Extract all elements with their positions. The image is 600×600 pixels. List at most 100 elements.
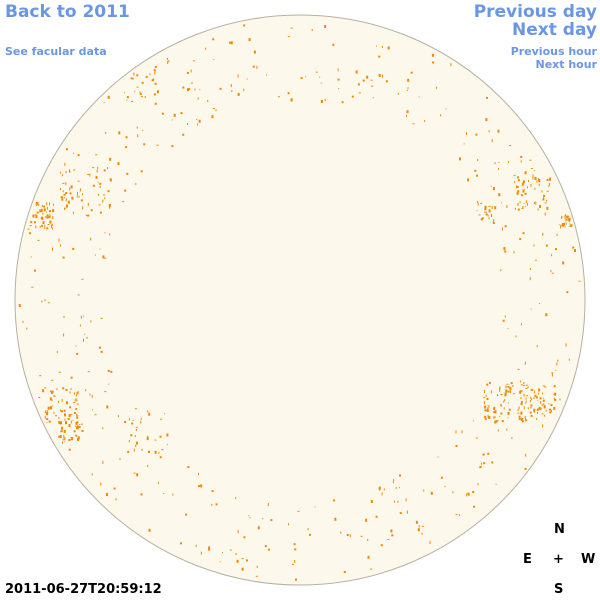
facula: [237, 92, 240, 96]
facula: [81, 430, 84, 432]
next-hour-link[interactable]: Next hour: [535, 58, 598, 71]
facula: [534, 176, 537, 180]
previous-day-link[interactable]: Previous day: [473, 2, 597, 22]
facula: [295, 578, 297, 581]
facula: [421, 532, 423, 535]
facula: [65, 182, 67, 186]
facula: [387, 46, 390, 50]
previous-hour-link[interactable]: Previous hour: [510, 45, 597, 58]
facula: [51, 379, 54, 381]
facula: [537, 399, 539, 401]
facula: [237, 530, 239, 534]
facula: [569, 217, 571, 219]
facula: [42, 389, 45, 393]
facula: [119, 457, 121, 460]
facula: [509, 390, 511, 394]
facula: [256, 65, 258, 69]
facula: [532, 174, 534, 178]
facula: [525, 200, 527, 204]
facula: [529, 277, 531, 281]
facula: [133, 472, 136, 474]
facula: [109, 178, 112, 180]
facula: [62, 174, 64, 177]
facula: [486, 211, 488, 213]
facula: [488, 405, 490, 408]
facula: [429, 541, 431, 545]
facula: [463, 143, 465, 145]
facula: [141, 449, 144, 451]
facula: [534, 259, 537, 261]
facula: [523, 406, 525, 410]
facula: [65, 389, 68, 391]
facula: [524, 189, 526, 191]
facula: [382, 74, 384, 78]
facula: [546, 206, 549, 210]
facula: [519, 390, 521, 394]
facula: [476, 174, 478, 177]
facula: [440, 114, 442, 117]
facula: [521, 420, 524, 423]
facula: [431, 53, 434, 57]
facula: [500, 269, 502, 272]
facula: [567, 217, 569, 219]
facula: [68, 169, 70, 173]
facula: [145, 75, 148, 78]
facula: [58, 238, 60, 242]
facula: [524, 361, 526, 365]
facula: [58, 371, 61, 373]
facula: [61, 198, 64, 201]
facula: [30, 221, 33, 224]
facula: [68, 424, 71, 427]
facula: [99, 186, 101, 188]
facula: [399, 512, 402, 514]
facula: [47, 406, 50, 410]
facula: [337, 78, 340, 81]
facula: [507, 402, 509, 404]
facula: [291, 563, 294, 565]
facula: [191, 82, 193, 85]
facula: [161, 449, 164, 451]
facula: [208, 548, 210, 551]
facula: [520, 380, 522, 383]
facula: [399, 487, 400, 489]
facula: [253, 50, 256, 54]
facula: [66, 148, 68, 151]
facula: [107, 369, 110, 372]
facula: [418, 525, 420, 528]
facula: [480, 218, 483, 221]
facula: [498, 193, 501, 197]
facula: [524, 416, 526, 418]
next-day-link[interactable]: Next day: [512, 20, 597, 40]
facula: [521, 390, 523, 393]
facula: [565, 343, 567, 347]
facula: [63, 429, 66, 433]
facula: [30, 256, 32, 258]
facula: [132, 78, 135, 80]
facula: [540, 407, 542, 410]
facula: [378, 486, 381, 490]
facula: [147, 435, 149, 438]
facular-link[interactable]: See facular data: [5, 45, 107, 58]
facula: [466, 132, 467, 136]
facula: [51, 390, 54, 393]
facula: [40, 217, 43, 220]
facula: [82, 315, 84, 317]
facula: [482, 453, 485, 456]
facula: [506, 383, 509, 385]
facula: [81, 193, 83, 196]
facula: [124, 421, 127, 423]
back-link[interactable]: Back to 2011: [5, 2, 130, 22]
facula: [569, 226, 571, 227]
facula: [64, 418, 66, 421]
facula: [564, 217, 566, 220]
facula: [50, 390, 52, 393]
facula: [542, 424, 544, 428]
facula: [187, 88, 189, 92]
facula: [73, 430, 76, 433]
facula: [252, 65, 255, 68]
facula: [46, 211, 48, 213]
facula: [52, 405, 54, 407]
facula: [102, 199, 104, 203]
facula: [458, 514, 460, 517]
facula: [520, 401, 523, 404]
